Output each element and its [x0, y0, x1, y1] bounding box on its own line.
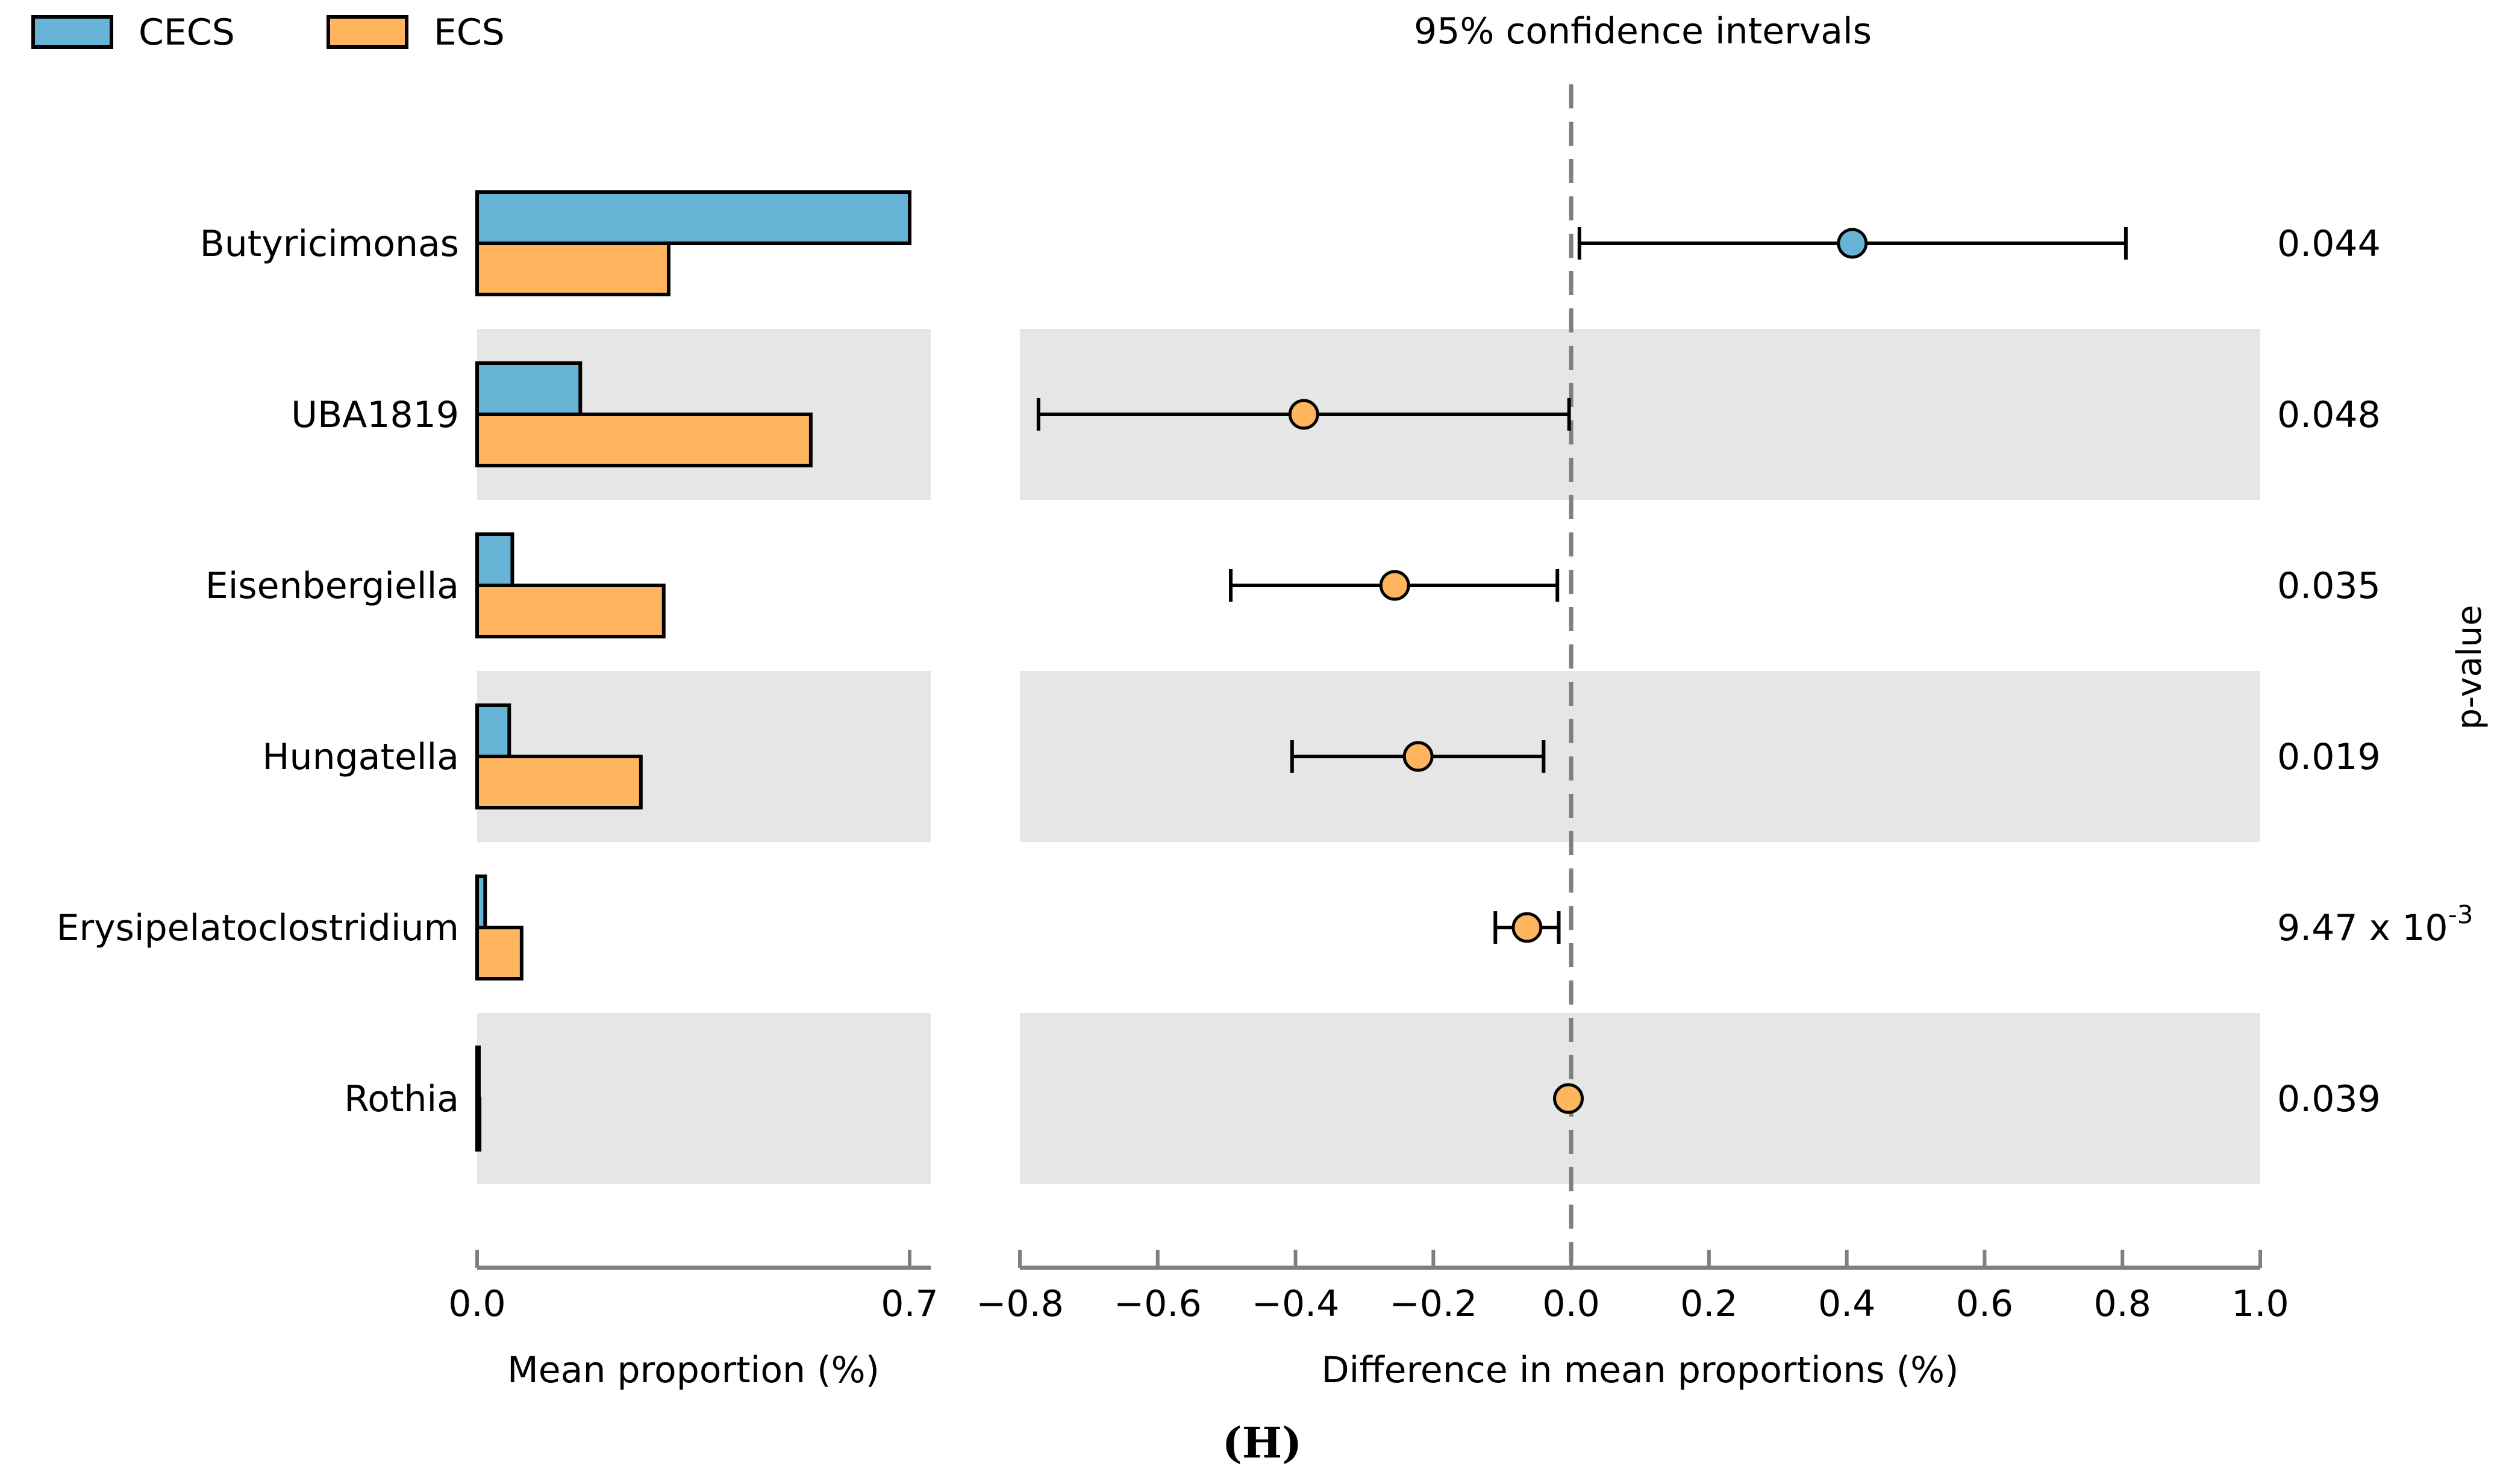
ci-point [1379, 570, 1410, 601]
bar-panel [475, 190, 911, 1152]
ci-point [1511, 912, 1543, 943]
bar-cecs-uba1819 [475, 361, 583, 416]
ci-title: 95% confidence intervals [1414, 10, 1872, 52]
ci-point [1837, 228, 1868, 259]
category-label: Erysipelatoclostridium [57, 907, 459, 949]
p-value-text: 0.044 [2277, 223, 2381, 265]
row-shade-ci [1020, 1013, 2260, 1184]
p-value-axis-label: p-value [2450, 605, 2489, 729]
bar-x-tick-label: 0.7 [881, 1283, 938, 1325]
ci-x-tick-label: −0.2 [1389, 1283, 1477, 1325]
ci-x-tick-label: 0.0 [1542, 1283, 1599, 1325]
ci-x-tick-label: 0.6 [1956, 1283, 2013, 1325]
ci-x-tick-label: −0.4 [1252, 1283, 1340, 1325]
ci-x-tick-label: 0.2 [1680, 1283, 1737, 1325]
ci-mark-rothia [1553, 1083, 1584, 1114]
bar-cecs-rothia [475, 1046, 481, 1100]
p-value-text: 0.039 [2277, 1078, 2381, 1120]
bar-ecs-eisenbergiella [475, 584, 666, 638]
bar-x-tick-label: 0.0 [448, 1283, 505, 1325]
ci-point [1402, 741, 1434, 772]
bar-ecs-rothia [475, 1097, 482, 1152]
category-label: Eisenbergiella [205, 565, 459, 607]
p-value-exponent: -3 [2448, 900, 2474, 929]
legend-swatch [327, 15, 408, 49]
bar-cecs-erysipelatoclostridium [475, 874, 487, 929]
ci-point [1553, 1083, 1584, 1114]
ci-mark-erysipelatoclostridium [1493, 911, 1561, 944]
panel-label: (H) [1222, 1418, 1302, 1468]
category-label: Hungatella [262, 736, 459, 778]
row-shade-bars [477, 1013, 931, 1184]
category-labels: Butyricimonas UBA1819 Eisenbergiella Hungat… [57, 223, 459, 1120]
p-values: 0.044 0.048 0.035 0.019 9.47 x 10-3 0.039 [2277, 223, 2473, 1120]
p-value-text: 0.019 [2277, 736, 2381, 778]
bar-ecs-uba1819 [475, 413, 813, 467]
legend-swatch [31, 15, 113, 49]
legend: CECS ECS [31, 11, 505, 54]
bar-ecs-hungatella [475, 755, 643, 809]
p-value-text: 0.035 [2277, 565, 2381, 607]
bar-cecs-eisenbergiella [475, 532, 514, 587]
ci-mark-butyricimonas [1577, 227, 2128, 260]
ci-x-tick-label: 1.0 [2231, 1283, 2289, 1325]
ci-x-tick-label: −0.8 [976, 1283, 1064, 1325]
row-shading [477, 329, 2260, 1184]
ci-point [1288, 399, 1319, 430]
legend-label: CECS [139, 11, 235, 54]
legend-label: ECS [434, 11, 505, 54]
p-value-text: 9.47 x 10-3 [2277, 900, 2473, 949]
bar-cecs-butyricimonas [475, 190, 911, 245]
row-shade-ci [1020, 671, 2260, 842]
p-value-text: 0.048 [2277, 394, 2381, 436]
category-label: Butyricimonas [200, 223, 459, 265]
category-label: UBA1819 [291, 394, 459, 436]
ci-panel [1036, 84, 2128, 1262]
bar-x-axis-label: Mean proportion (%) [507, 1349, 880, 1391]
bar-ecs-butyricimonas [475, 242, 670, 296]
ci-x-tick-label: 0.4 [1818, 1283, 1875, 1325]
ci-x-tick-label: 0.8 [2094, 1283, 2151, 1325]
category-label: Rothia [344, 1078, 459, 1120]
ci-x-axis-label: Difference in mean proportions (%) [1321, 1349, 1958, 1391]
ci-mark-eisenbergiella [1229, 569, 1560, 602]
ci-mark-uba1819 [1036, 398, 1571, 431]
bar-ecs-erysipelatoclostridium [475, 926, 523, 980]
bar-cecs-hungatella [475, 703, 511, 758]
ci-mark-hungatella [1290, 740, 1546, 773]
ci-x-tick-label: −0.6 [1114, 1283, 1202, 1325]
